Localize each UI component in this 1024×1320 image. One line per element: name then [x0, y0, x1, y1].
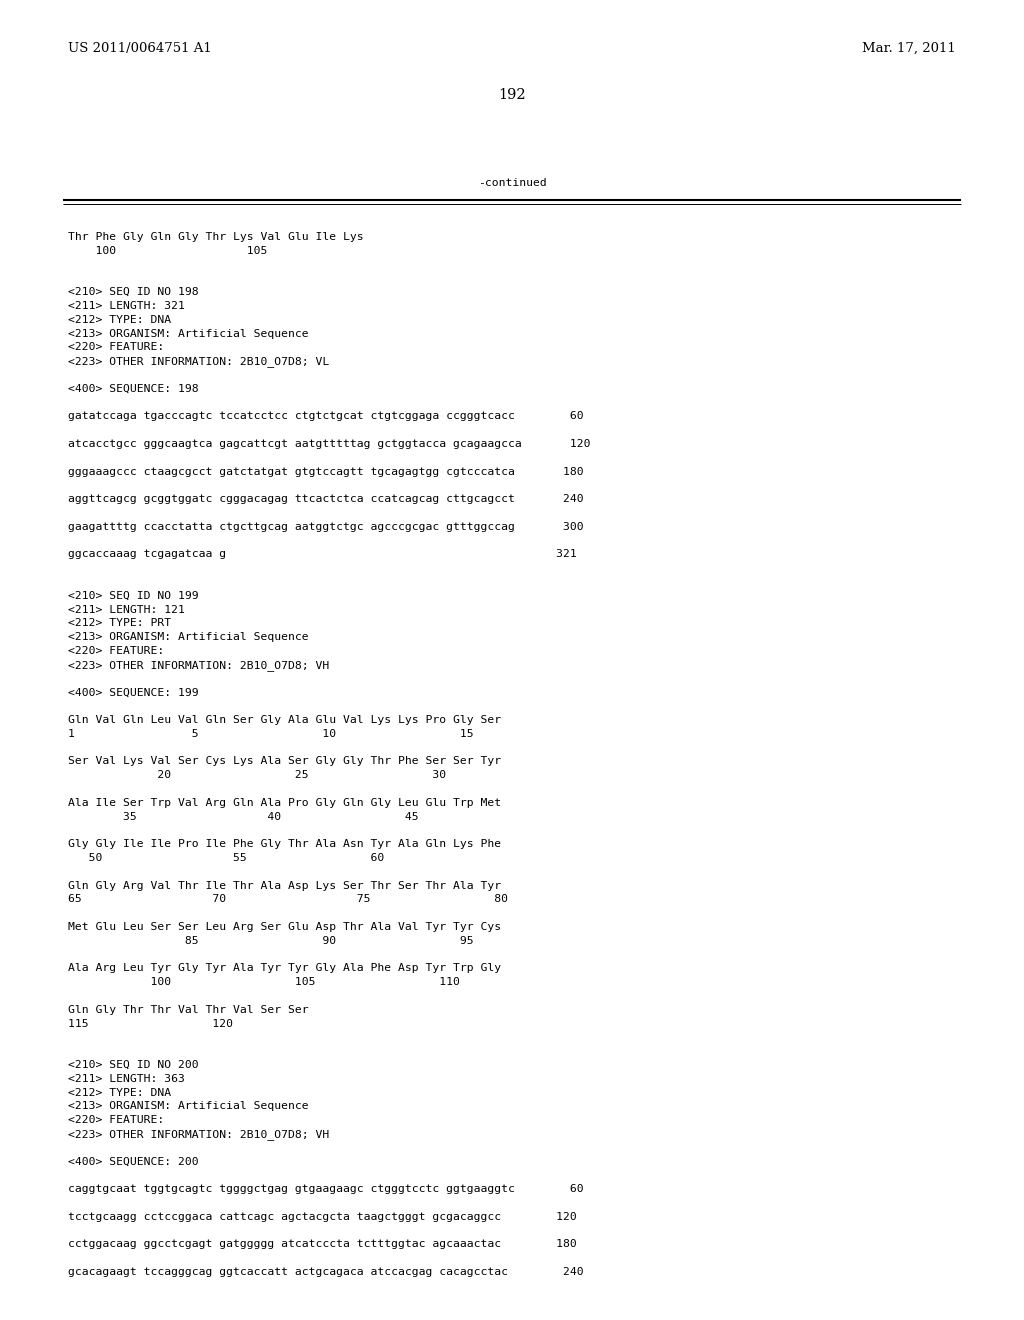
Text: <223> OTHER INFORMATION: 2B10_O7D8; VL: <223> OTHER INFORMATION: 2B10_O7D8; VL [68, 356, 330, 367]
Text: 50                   55                  60: 50 55 60 [68, 853, 384, 863]
Text: <400> SEQUENCE: 200: <400> SEQUENCE: 200 [68, 1156, 199, 1167]
Text: <212> TYPE: DNA: <212> TYPE: DNA [68, 1088, 171, 1098]
Text: <220> FEATURE:: <220> FEATURE: [68, 645, 164, 656]
Text: 35                   40                  45: 35 40 45 [68, 812, 419, 821]
Text: <400> SEQUENCE: 199: <400> SEQUENCE: 199 [68, 688, 199, 697]
Text: Ala Arg Leu Tyr Gly Tyr Ala Tyr Tyr Gly Ala Phe Asp Tyr Trp Gly: Ala Arg Leu Tyr Gly Tyr Ala Tyr Tyr Gly … [68, 964, 501, 973]
Text: 192: 192 [499, 88, 525, 102]
Text: Ser Val Lys Val Ser Cys Lys Ala Ser Gly Gly Thr Phe Ser Ser Tyr: Ser Val Lys Val Ser Cys Lys Ala Ser Gly … [68, 756, 501, 767]
Text: <213> ORGANISM: Artificial Sequence: <213> ORGANISM: Artificial Sequence [68, 329, 308, 339]
Text: atcacctgcc gggcaagtca gagcattcgt aatgtttttag gctggtacca gcagaagcca       120: atcacctgcc gggcaagtca gagcattcgt aatgttt… [68, 440, 591, 449]
Text: <212> TYPE: DNA: <212> TYPE: DNA [68, 314, 171, 325]
Text: Gln Gly Arg Val Thr Ile Thr Ala Asp Lys Ser Thr Ser Thr Ala Tyr: Gln Gly Arg Val Thr Ile Thr Ala Asp Lys … [68, 880, 501, 891]
Text: <213> ORGANISM: Artificial Sequence: <213> ORGANISM: Artificial Sequence [68, 1101, 308, 1111]
Text: 65                   70                   75                  80: 65 70 75 80 [68, 895, 508, 904]
Text: gcacagaagt tccagggcag ggtcaccatt actgcagaca atccacgag cacagcctac        240: gcacagaagt tccagggcag ggtcaccatt actgcag… [68, 1267, 584, 1276]
Text: Ala Ile Ser Trp Val Arg Gln Ala Pro Gly Gln Gly Leu Glu Trp Met: Ala Ile Ser Trp Val Arg Gln Ala Pro Gly … [68, 797, 501, 808]
Text: gggaaagccc ctaagcgcct gatctatgat gtgtccagtt tgcagagtgg cgtcccatca       180: gggaaagccc ctaagcgcct gatctatgat gtgtcca… [68, 466, 584, 477]
Text: <211> LENGTH: 121: <211> LENGTH: 121 [68, 605, 185, 615]
Text: Gln Val Gln Leu Val Gln Ser Gly Ala Glu Val Lys Lys Pro Gly Ser: Gln Val Gln Leu Val Gln Ser Gly Ala Glu … [68, 715, 501, 725]
Text: <220> FEATURE:: <220> FEATURE: [68, 342, 164, 352]
Text: <212> TYPE: PRT: <212> TYPE: PRT [68, 618, 171, 628]
Text: aggttcagcg gcggtggatc cgggacagag ttcactctca ccatcagcag cttgcagcct       240: aggttcagcg gcggtggatc cgggacagag ttcactc… [68, 494, 584, 504]
Text: 100                  105                  110: 100 105 110 [68, 977, 460, 987]
Text: ggcaccaaag tcgagatcaa g                                                321: ggcaccaaag tcgagatcaa g 321 [68, 549, 577, 560]
Text: <223> OTHER INFORMATION: 2B10_O7D8; VH: <223> OTHER INFORMATION: 2B10_O7D8; VH [68, 660, 330, 671]
Text: gaagattttg ccacctatta ctgcttgcag aatggtctgc agcccgcgac gtttggccag       300: gaagattttg ccacctatta ctgcttgcag aatggtc… [68, 521, 584, 532]
Text: <210> SEQ ID NO 199: <210> SEQ ID NO 199 [68, 591, 199, 601]
Text: Thr Phe Gly Gln Gly Thr Lys Val Glu Ile Lys: Thr Phe Gly Gln Gly Thr Lys Val Glu Ile … [68, 232, 364, 242]
Text: 115                  120: 115 120 [68, 1019, 233, 1028]
Text: cctggacaag ggcctcgagt gatggggg atcatcccta tctttggtac agcaaactac        180: cctggacaag ggcctcgagt gatggggg atcatccct… [68, 1239, 577, 1250]
Text: <210> SEQ ID NO 200: <210> SEQ ID NO 200 [68, 1060, 199, 1071]
Text: 20                  25                  30: 20 25 30 [68, 770, 446, 780]
Text: tcctgcaagg cctccggaca cattcagc agctacgcta taagctgggt gcgacaggcc        120: tcctgcaagg cctccggaca cattcagc agctacgct… [68, 1212, 577, 1222]
Text: <223> OTHER INFORMATION: 2B10_O7D8; VH: <223> OTHER INFORMATION: 2B10_O7D8; VH [68, 1129, 330, 1140]
Text: <211> LENGTH: 363: <211> LENGTH: 363 [68, 1073, 185, 1084]
Text: <213> ORGANISM: Artificial Sequence: <213> ORGANISM: Artificial Sequence [68, 632, 308, 643]
Text: US 2011/0064751 A1: US 2011/0064751 A1 [68, 42, 212, 55]
Text: Met Glu Leu Ser Ser Leu Arg Ser Glu Asp Thr Ala Val Tyr Tyr Cys: Met Glu Leu Ser Ser Leu Arg Ser Glu Asp … [68, 921, 501, 932]
Text: 100                   105: 100 105 [68, 246, 267, 256]
Text: <210> SEQ ID NO 198: <210> SEQ ID NO 198 [68, 288, 199, 297]
Text: <211> LENGTH: 321: <211> LENGTH: 321 [68, 301, 185, 312]
Text: <400> SEQUENCE: 198: <400> SEQUENCE: 198 [68, 384, 199, 393]
Text: gatatccaga tgacccagtc tccatcctcc ctgtctgcat ctgtcggaga ccgggtcacc        60: gatatccaga tgacccagtc tccatcctcc ctgtctg… [68, 412, 584, 421]
Text: Mar. 17, 2011: Mar. 17, 2011 [862, 42, 956, 55]
Text: 1                 5                  10                  15: 1 5 10 15 [68, 729, 474, 739]
Text: <220> FEATURE:: <220> FEATURE: [68, 1115, 164, 1125]
Text: Gln Gly Thr Thr Val Thr Val Ser Ser: Gln Gly Thr Thr Val Thr Val Ser Ser [68, 1005, 308, 1015]
Text: -continued: -continued [477, 178, 547, 187]
Text: 85                  90                  95: 85 90 95 [68, 936, 474, 946]
Text: caggtgcaat tggtgcagtc tggggctgag gtgaagaagc ctgggtcctc ggtgaaggtc        60: caggtgcaat tggtgcagtc tggggctgag gtgaaga… [68, 1184, 584, 1195]
Text: Gly Gly Ile Ile Pro Ile Phe Gly Thr Ala Asn Tyr Ala Gln Lys Phe: Gly Gly Ile Ile Pro Ile Phe Gly Thr Ala … [68, 840, 501, 849]
